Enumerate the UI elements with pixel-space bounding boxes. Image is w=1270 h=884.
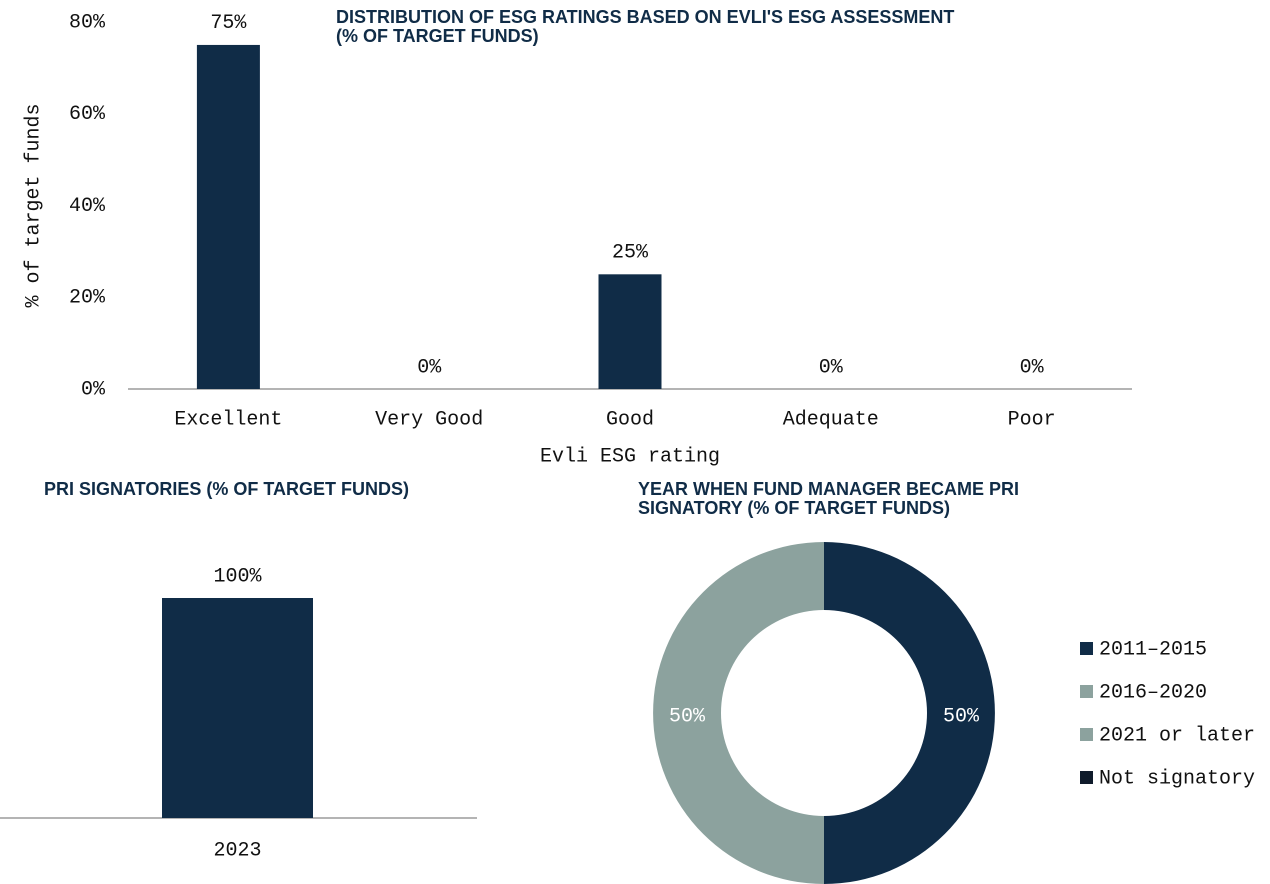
- legend-label: 2021 or later: [1099, 724, 1255, 747]
- y-axis-label: % of target funds: [22, 103, 45, 307]
- legend-label: Not signatory: [1099, 767, 1255, 790]
- y-tick-label: 40%: [69, 195, 106, 218]
- bar: [196, 44, 260, 389]
- x-tick-label: Good: [606, 408, 654, 431]
- x-tick-label: Excellent: [174, 408, 282, 431]
- bar: [598, 274, 662, 389]
- x-tick-label: Poor: [1008, 408, 1056, 431]
- y-tick-label: 0%: [81, 378, 106, 401]
- donut-slice: [653, 542, 824, 884]
- x-tick-label: 2023: [213, 839, 261, 862]
- legend-label: 2016–2020: [1099, 681, 1207, 704]
- value-label: 50%: [669, 705, 706, 728]
- x-axis-label: Evli ESG rating: [540, 445, 720, 468]
- donut-slice: [824, 542, 995, 884]
- legend-label: 2011–2015: [1099, 638, 1207, 661]
- bar: [162, 598, 313, 818]
- x-tick-label: Very Good: [375, 408, 483, 431]
- value-label: 50%: [943, 705, 980, 728]
- legend-swatch: [1080, 642, 1093, 655]
- value-label: 75%: [210, 12, 247, 35]
- value-label: 25%: [612, 242, 649, 265]
- x-tick-label: Adequate: [783, 408, 879, 431]
- value-label: 0%: [1020, 356, 1045, 379]
- chart-title: PRI SIGNATORIES (% OF TARGET FUNDS): [44, 479, 410, 499]
- value-label: 100%: [213, 565, 262, 588]
- value-label: 0%: [819, 356, 844, 379]
- chart-title: YEAR WHEN FUND MANAGER BECAME PRI SIGNAT…: [638, 479, 1020, 518]
- y-tick-label: 60%: [69, 103, 106, 126]
- y-tick-label: 80%: [69, 11, 106, 34]
- legend-swatch: [1080, 685, 1093, 698]
- value-label: 0%: [417, 356, 442, 379]
- y-tick-label: 20%: [69, 287, 106, 310]
- chart-title: DISTRIBUTION OF ESG RATINGS BASED ON EVL…: [336, 7, 955, 46]
- legend-swatch: [1080, 771, 1093, 784]
- legend-swatch: [1080, 728, 1093, 741]
